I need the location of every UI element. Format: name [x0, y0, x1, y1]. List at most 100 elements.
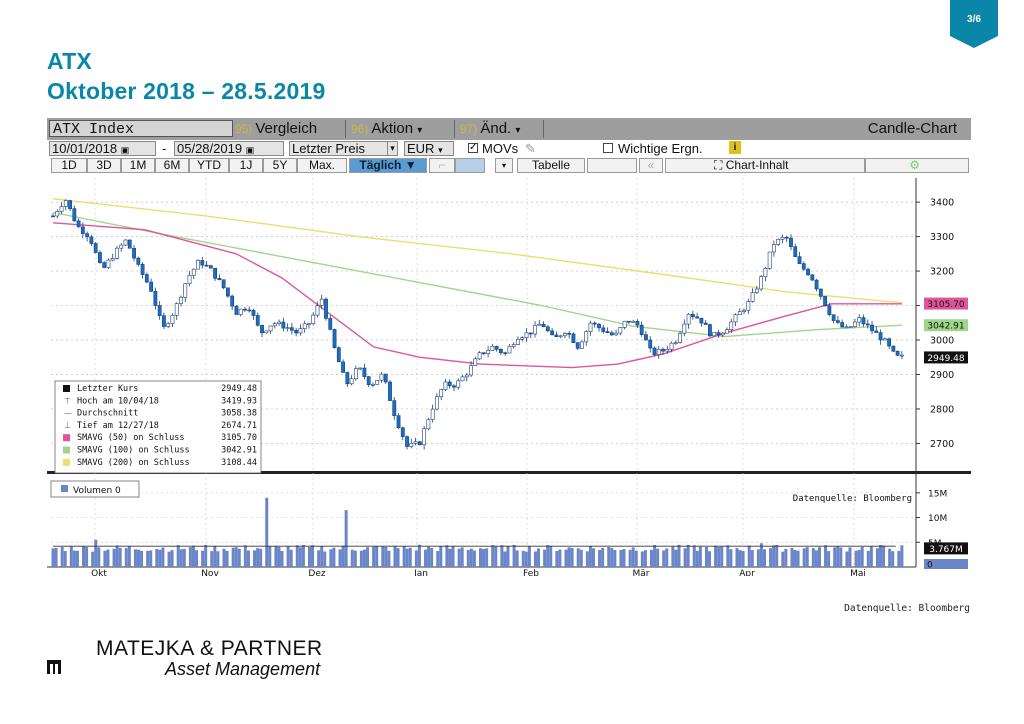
wichtige-label: Wichtige Ergn. [618, 141, 703, 156]
start-date-field[interactable]: 10/01/2018 ▣ [49, 141, 156, 156]
candle-down [870, 324, 874, 332]
volume-bar [704, 547, 708, 567]
candle-down [648, 339, 653, 349]
volume-bar [494, 546, 498, 567]
candle-up [742, 309, 746, 313]
volume-bar [579, 549, 583, 567]
candle-down [836, 320, 840, 323]
calendar-icon: ▣ [120, 145, 130, 155]
double-chevron-left-icon[interactable]: « [639, 158, 663, 173]
candle-up [686, 313, 691, 325]
volume-bar [879, 545, 883, 567]
volume-bar [527, 546, 531, 567]
candle-up [622, 320, 627, 328]
candle-up [315, 305, 320, 316]
candle-up [614, 332, 618, 336]
volume-bar [515, 550, 519, 567]
wichtige-checkbox[interactable] [603, 143, 613, 153]
aktion-button[interactable]: 96) Aktion ▾ [351, 120, 422, 138]
volume-bar [750, 550, 754, 567]
range-1m-button[interactable]: 1M [121, 158, 155, 173]
candle-down [405, 436, 409, 447]
range-ytd-button[interactable]: YTD [189, 158, 229, 173]
volume-bar [137, 549, 140, 567]
price-tick-label: 2800 [930, 404, 954, 415]
candle-up [307, 323, 311, 325]
index-field[interactable]: ATX Index [49, 120, 233, 138]
logo-icon [47, 660, 61, 674]
candle-down [93, 243, 98, 253]
volume-bar [796, 550, 800, 567]
price-field-select[interactable]: Letzter Preis [289, 141, 397, 156]
price-label-text: 3042.91 [927, 322, 964, 332]
chevron-down-icon[interactable]: ▾ [495, 158, 513, 173]
chart-toolbar: ATX Index 95) Vergleich 96) Aktion ▾ 97) Än… [47, 118, 971, 140]
candle-down [840, 322, 845, 328]
chart-inhalt-button[interactable]: ⛶ Chart-Inhalt [665, 158, 865, 173]
chart-background [47, 175, 971, 576]
volume-bar [591, 548, 595, 567]
vergleich-number: 95) [235, 122, 253, 136]
range-1j-button[interactable]: 1J [229, 158, 263, 173]
candle-down [89, 236, 94, 244]
chevron-down-icon: ▾ [417, 125, 423, 136]
blank-field[interactable] [587, 158, 637, 173]
vergleich-button[interactable]: 95) Vergleich [235, 120, 317, 138]
x-tick-label: Apr [739, 569, 755, 576]
line-tool-icon[interactable]: ⌐ [429, 158, 455, 173]
aend-button[interactable]: 97) Änd. ▾ [460, 120, 520, 138]
volume-bar [179, 549, 183, 567]
price-label-box [924, 297, 968, 310]
candle-down [200, 260, 205, 266]
volume-bar [833, 547, 837, 567]
volume-bar [512, 544, 516, 567]
volume-bar [741, 550, 745, 567]
range-6m-button[interactable]: 6M [155, 158, 189, 173]
tabelle-button[interactable]: Tabelle [517, 158, 585, 173]
volume-bar [537, 548, 541, 567]
range-3d-button[interactable]: 3D [87, 158, 121, 173]
chevron-down-icon[interactable]: ▾ [387, 141, 398, 156]
candle-down [661, 348, 665, 352]
info-icon[interactable]: i [729, 141, 741, 154]
candle-down [157, 305, 162, 316]
legend-symbol: ⊤ [64, 396, 71, 405]
range-max-button[interactable]: Max. [297, 158, 347, 173]
candle-down [806, 268, 810, 276]
volume-legend-swatch [61, 485, 68, 492]
volume-bar [295, 545, 299, 567]
color-swatch[interactable] [455, 158, 485, 173]
volume-bar [781, 551, 785, 567]
volume-bar [439, 546, 443, 567]
interval-select[interactable]: Täglich ▼ [349, 158, 427, 173]
candle-down [494, 346, 499, 350]
candle-up [469, 365, 473, 376]
volume-bar [63, 551, 67, 567]
candle-up [558, 335, 563, 338]
volume-bar [756, 549, 760, 567]
volume-bar [533, 551, 537, 567]
currency-select[interactable]: EUR ▾ [404, 141, 454, 156]
candle-down [554, 334, 559, 338]
range-1d-button[interactable]: 1D [51, 158, 87, 173]
range-5y-button[interactable]: 5Y [263, 158, 297, 173]
end-date-field[interactable]: 05/28/2019 ▣ [174, 141, 284, 156]
volume-bar [246, 550, 250, 567]
volume-bar [759, 543, 763, 567]
volume-bar [848, 547, 852, 567]
volume-bar [485, 548, 489, 567]
volume-bar [805, 547, 809, 567]
candle-up [754, 288, 759, 293]
volume-bar [549, 546, 553, 567]
candle-down [230, 295, 235, 307]
candle-down [818, 288, 823, 297]
volume-bar [729, 549, 733, 567]
volume-bar [384, 546, 388, 567]
volume-bar [362, 549, 366, 567]
pencil-icon[interactable]: ✎ [525, 141, 536, 156]
movs-checkbox[interactable]: ✓ [468, 142, 478, 153]
candle-down [208, 265, 213, 269]
volume-bar [112, 548, 116, 567]
gear-icon[interactable]: ⚙ [865, 158, 969, 173]
volume-bar [161, 547, 165, 567]
